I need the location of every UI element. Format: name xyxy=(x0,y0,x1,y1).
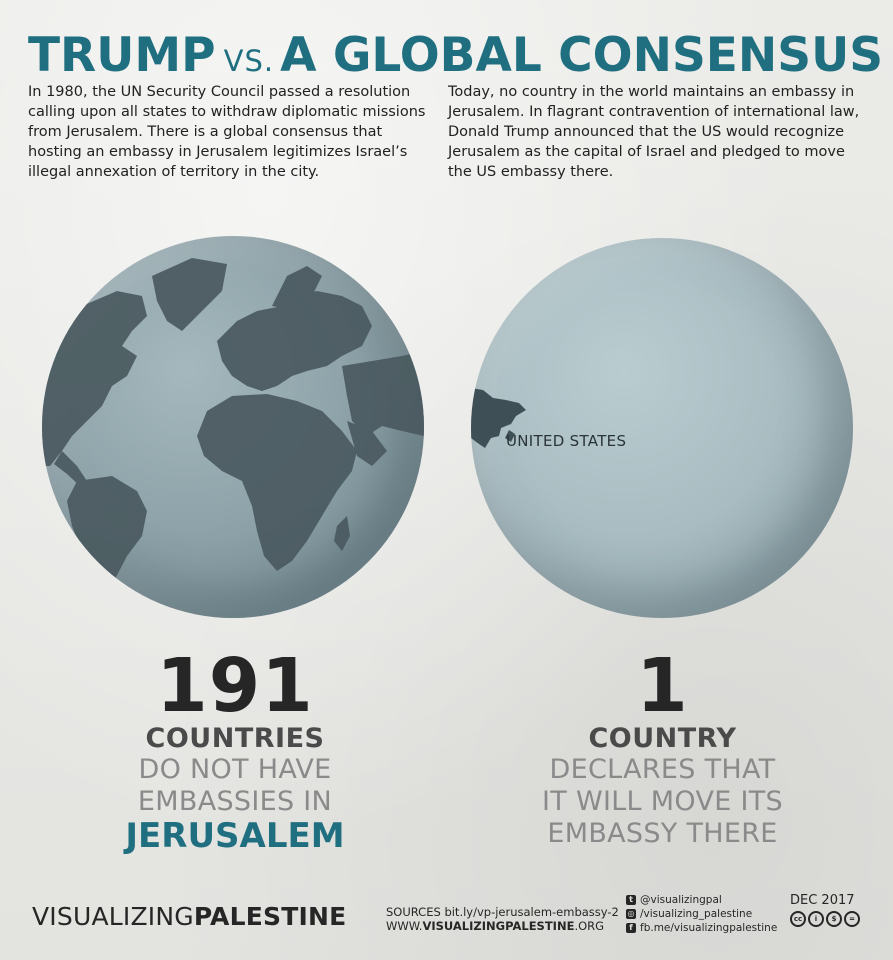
nd-icon: = xyxy=(844,911,860,927)
us-globe-illustration xyxy=(471,238,853,618)
instagram-icon: ◎ xyxy=(626,909,636,919)
stat-left-number: 191 xyxy=(156,643,314,729)
stat-left-line1: DO NOT HAVE xyxy=(138,754,332,785)
title-trump: TRUMP xyxy=(28,28,216,83)
page-title: TRUMP VS. A GLOBAL CONSENSUS xyxy=(28,28,883,84)
stat-right-number: 1 xyxy=(636,643,689,729)
twitter-link[interactable]: t @visualizingpal xyxy=(626,893,777,907)
stat-right-line3: EMBASSY THERE xyxy=(547,818,778,849)
twitter-handle: @visualizingpal xyxy=(640,894,722,906)
stat-left-unit: COUNTRIES xyxy=(145,723,325,754)
publication-date: DEC 2017 xyxy=(790,893,855,908)
brand-light-text: VISUALIZING xyxy=(32,902,194,931)
stat-left-accent: JERUSALEM xyxy=(125,816,345,856)
site-prefix: WWW. xyxy=(386,919,423,933)
facebook-icon: f xyxy=(626,923,636,933)
site-bold: VISUALIZINGPALESTINE xyxy=(422,919,575,933)
social-links: t @visualizingpal ◎ /visualizing_palestine… xyxy=(626,893,777,935)
world-continents-icon xyxy=(42,258,424,601)
stat-right-line1: DECLARES THAT xyxy=(549,754,776,785)
sources-block: SOURCES bit.ly/vp-jerusalem-embassy-2 WW… xyxy=(386,905,619,933)
creative-commons-badges: cc i $ = xyxy=(790,911,860,927)
intro-left-paragraph: In 1980, the UN Security Council passed … xyxy=(28,84,426,180)
title-vs: VS. xyxy=(223,44,275,78)
instagram-link[interactable]: ◎ /visualizing_palestine xyxy=(626,907,777,921)
cc-icon: cc xyxy=(790,911,806,927)
twitter-icon: t xyxy=(626,895,636,905)
intro-right-paragraph: Today, no country in the world maintains… xyxy=(448,84,860,180)
visualizing-palestine-logo: VISUALIZINGPALESTINE xyxy=(32,902,346,931)
world-globe-illustration xyxy=(42,236,424,618)
by-icon: i xyxy=(808,911,824,927)
facebook-handle: fb.me/visualizingpalestine xyxy=(640,922,778,934)
united-states-label: UNITED STATES xyxy=(506,432,627,450)
site-suffix: .ORG xyxy=(574,919,605,933)
stat-right-line2: IT WILL MOVE ITS xyxy=(542,786,783,817)
us-coast-icon xyxy=(471,388,526,448)
title-global-consensus: A GLOBAL CONSENSUS xyxy=(280,28,884,83)
stat-left-line2: EMBASSIES IN xyxy=(137,786,333,817)
facebook-link[interactable]: f fb.me/visualizingpalestine xyxy=(626,921,777,935)
stat-191-countries: 191 COUNTRIES DO NOT HAVE EMBASSIES IN J… xyxy=(110,648,360,854)
stat-right-unit: COUNTRY xyxy=(588,723,737,754)
stat-1-country: 1 COUNTRY DECLARES THAT IT WILL MOVE ITS… xyxy=(530,648,795,850)
nc-icon: $ xyxy=(826,911,842,927)
instagram-handle: /visualizing_palestine xyxy=(640,908,753,920)
sources-link[interactable]: SOURCES bit.ly/vp-jerusalem-embassy-2 xyxy=(386,905,619,919)
website-link[interactable]: WWW.VISUALIZINGPALESTINE.ORG xyxy=(386,919,619,933)
brand-bold-text: PALESTINE xyxy=(193,902,347,931)
